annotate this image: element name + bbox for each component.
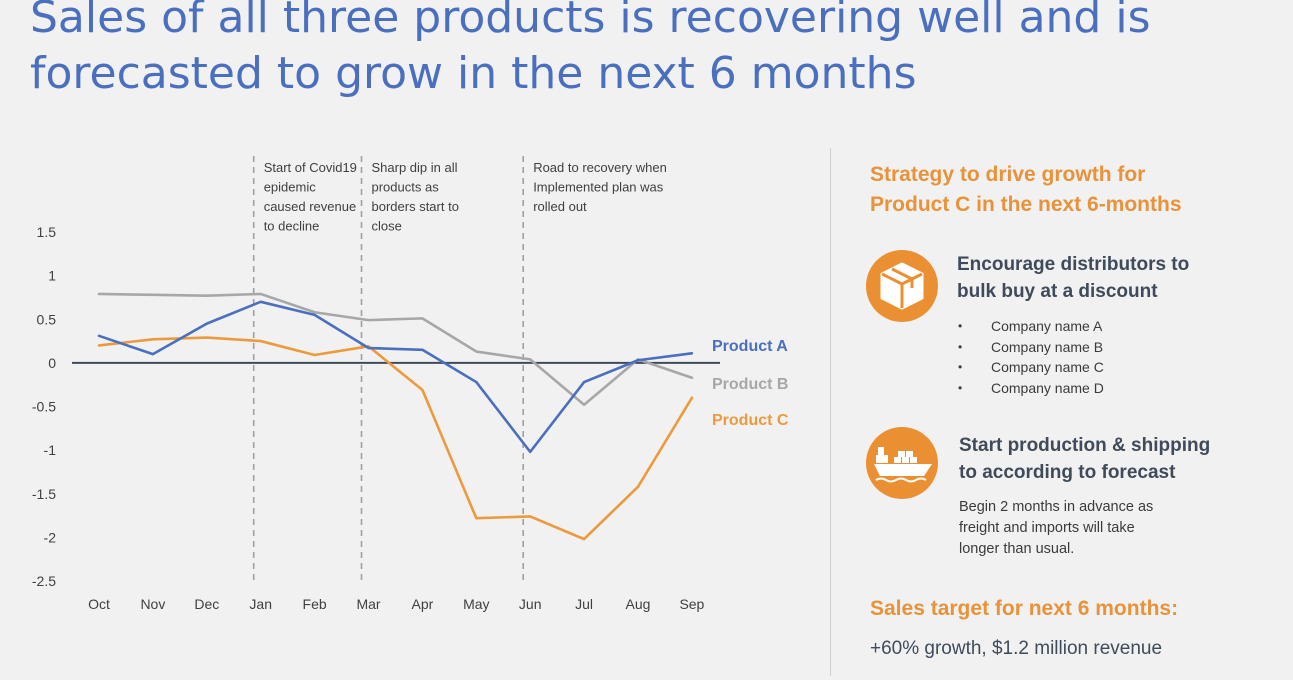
y-tick-label: -1 bbox=[44, 442, 57, 458]
list-item: Company name A bbox=[958, 316, 1104, 337]
series-label: Product C bbox=[712, 412, 789, 429]
company-list: Company name A Company name B Company na… bbox=[958, 316, 1104, 398]
annotation-text: products as bbox=[372, 180, 440, 195]
block-2-body-line-3: longer than usual. bbox=[959, 541, 1075, 557]
x-tick-label: Mar bbox=[356, 596, 380, 612]
block-1-heading-line-1: Encourage distributors to bbox=[957, 254, 1190, 275]
y-tick-label: -2 bbox=[44, 529, 57, 545]
series-line-product-b bbox=[97, 292, 694, 407]
series-line-product-c bbox=[97, 336, 694, 541]
annotation-text: Road to recovery when bbox=[533, 160, 667, 175]
list-item: Company name D bbox=[958, 378, 1104, 399]
block-2-body-line-2: freight and imports will take bbox=[959, 520, 1135, 536]
y-tick-label: 0.5 bbox=[37, 311, 57, 327]
annotation-text: to decline bbox=[264, 219, 320, 234]
strategy-title-line-2: Product C in the next 6-months bbox=[870, 193, 1182, 216]
strategy-block-2-heading: Start production & shipping to according… bbox=[959, 432, 1210, 486]
package-box-icon bbox=[866, 250, 938, 322]
strategy-block-1-heading: Encourage distributors to bulk buy at a … bbox=[957, 251, 1189, 305]
sales-target-heading: Sales target for next 6 months: bbox=[870, 597, 1179, 620]
title-line-2: forecasted to grow in the next 6 months bbox=[30, 48, 917, 99]
sales-target-value: +60% growth, $1.2 million revenue bbox=[870, 638, 1163, 659]
annotation-text: Sharp dip in all bbox=[372, 160, 458, 175]
y-tick-label: 0 bbox=[48, 355, 56, 371]
x-tick-label: Feb bbox=[303, 596, 327, 612]
y-tick-label: -0.5 bbox=[32, 399, 56, 415]
strategy-title: Strategy to drive growth for Product C i… bbox=[870, 160, 1270, 220]
strategy-title-line-1: Strategy to drive growth for bbox=[870, 163, 1146, 186]
y-tick-label: 1 bbox=[48, 268, 56, 284]
page-title: Sales of all three products is recoverin… bbox=[30, 0, 1270, 102]
x-tick-label: Oct bbox=[88, 596, 110, 612]
block-1-heading-line-2: bulk buy at a discount bbox=[957, 281, 1158, 302]
x-tick-label: Dec bbox=[194, 596, 219, 612]
annotation-text: rolled out bbox=[533, 199, 587, 214]
y-tick-label: -2.5 bbox=[32, 573, 56, 589]
x-tick-label: Jun bbox=[519, 596, 542, 612]
cargo-ship-icon bbox=[866, 427, 938, 499]
annotation-text: close bbox=[372, 219, 402, 234]
x-tick-label: Nov bbox=[140, 596, 165, 612]
list-item: Company name C bbox=[958, 357, 1104, 378]
x-tick-label: Aug bbox=[626, 596, 651, 612]
y-tick-label: 1.5 bbox=[37, 224, 57, 240]
series-label: Product A bbox=[712, 338, 788, 355]
strategy-block-2-body: Begin 2 months in advance as freight and… bbox=[959, 497, 1189, 560]
series-label: Product B bbox=[712, 376, 788, 393]
y-tick-label: -1.5 bbox=[32, 486, 56, 502]
panel-divider bbox=[830, 148, 831, 676]
annotation-text: epidemic bbox=[264, 180, 317, 195]
list-item: Company name B bbox=[958, 337, 1104, 358]
series-line-product-a bbox=[97, 300, 694, 454]
annotation-text: borders start to bbox=[372, 199, 459, 214]
annotation-text: caused revenue bbox=[264, 199, 357, 214]
annotation-text: Implemented plan was bbox=[533, 180, 664, 195]
x-tick-label: Jul bbox=[575, 596, 593, 612]
x-tick-label: Jan bbox=[249, 596, 272, 612]
x-tick-label: Sep bbox=[679, 596, 704, 612]
block-2-heading-line-2: to according to forecast bbox=[959, 462, 1176, 483]
block-2-body-line-1: Begin 2 months in advance as bbox=[959, 499, 1154, 515]
annotation-text: Start of Covid19 bbox=[264, 160, 357, 175]
x-tick-label: May bbox=[463, 596, 489, 612]
title-line-1: Sales of all three products is recoverin… bbox=[30, 0, 1151, 43]
x-tick-label: Apr bbox=[412, 596, 434, 612]
block-2-heading-line-1: Start production & shipping bbox=[959, 435, 1211, 456]
sales-line-chart: 1.5 1 0.5 0 -0.5 -1 -1.5 -2 -2.5 Oct Nov Dec Jan Feb M… bbox=[32, 156, 789, 612]
